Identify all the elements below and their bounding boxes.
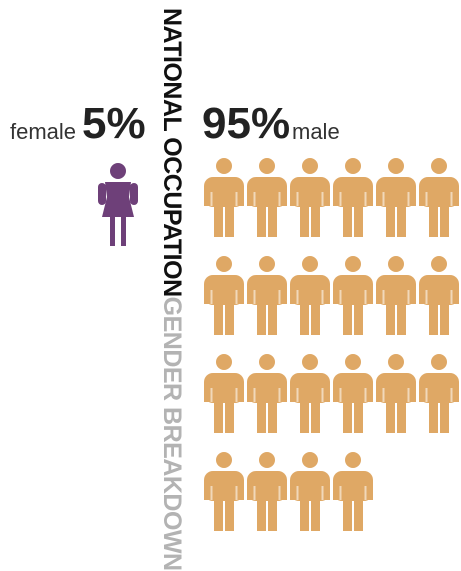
- male-figure-icon: [290, 354, 330, 433]
- pictograph: [98, 158, 459, 531]
- male-label: male: [292, 119, 340, 144]
- male-figure-icon: [419, 256, 459, 335]
- male-figure-icon: [333, 354, 373, 433]
- male-figure-icon: [419, 158, 459, 237]
- female-label: female: [10, 119, 77, 144]
- male-figure-icon: [419, 354, 459, 433]
- male-figure-icon: [376, 256, 416, 335]
- male-figure-icon: [204, 256, 244, 335]
- male-figure-icon: [204, 354, 244, 433]
- female-figure-icon: [98, 163, 138, 246]
- male-figure-icon: [333, 158, 373, 237]
- male-figure-icon: [290, 158, 330, 237]
- chart-title: NATIONAL OCCUPATIONGENDER BREAKDOWN: [158, 8, 186, 571]
- male-figure-icon: [333, 256, 373, 335]
- male-figure-icon: [247, 354, 287, 433]
- male-percent: 95%: [202, 99, 291, 148]
- male-figure-icon: [247, 452, 287, 531]
- male-figure-icon: [290, 256, 330, 335]
- male-figure-icon: [376, 354, 416, 433]
- female-percent: 5%: [82, 99, 146, 148]
- male-figure-icon: [376, 158, 416, 237]
- chart-title-part1: NATIONAL OCCUPATION: [158, 8, 186, 297]
- chart-title-part2: GENDER BREAKDOWN: [158, 296, 186, 571]
- male-figure-icon: [247, 158, 287, 237]
- male-figure-icon: [247, 256, 287, 335]
- male-figure-icon: [333, 452, 373, 531]
- male-figure-icon: [290, 452, 330, 531]
- male-figure-icon: [204, 452, 244, 531]
- male-figure-icon: [204, 158, 244, 237]
